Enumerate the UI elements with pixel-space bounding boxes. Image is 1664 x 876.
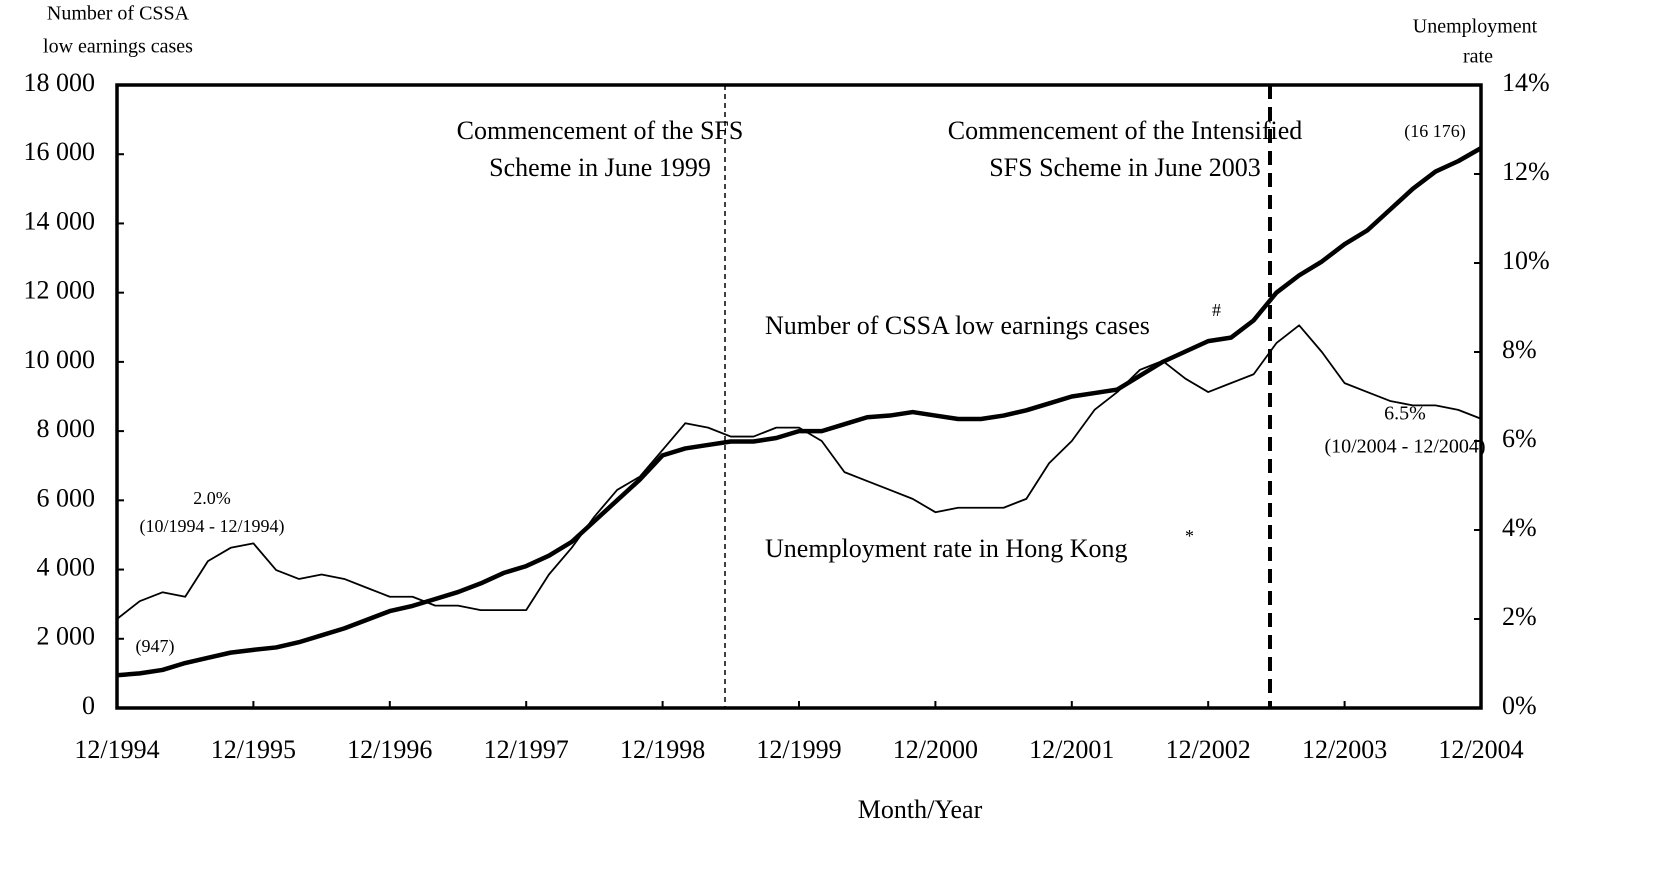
annotation: SFS Scheme in June 2003 (989, 153, 1261, 182)
y2-tick-label: 12% (1502, 157, 1550, 186)
annotation: (10/2004 - 12/2004) (1324, 436, 1485, 458)
y-tick-label: 18 000 (24, 68, 96, 97)
annotation: Number of CSSA low earnings cases (765, 311, 1150, 340)
value-label: 6.5% (1384, 403, 1426, 425)
y2-tick-label: 8% (1502, 335, 1537, 364)
y-tick-label: 10 000 (24, 345, 96, 374)
y-tick-label: 2 000 (37, 622, 96, 651)
y-tick-label: 14 000 (24, 206, 96, 235)
series-line (116, 146, 1483, 678)
annotation: Unemployment rate in Hong Kong (765, 534, 1128, 563)
y-axis-title: low earnings cases (43, 36, 193, 58)
x-tick-label: 12/2000 (893, 735, 978, 764)
y-tick-label: 4 000 (37, 553, 96, 582)
y-tick-label: 8 000 (37, 414, 96, 443)
value-label: (16 176) (1404, 121, 1466, 142)
y2-axis-title: rate (1463, 46, 1493, 68)
annotation: # (1212, 300, 1221, 320)
x-tick-label: 12/2001 (1029, 735, 1114, 764)
y2-tick-label: 14% (1502, 68, 1550, 97)
annotation: * (1185, 526, 1194, 546)
x-axis-title: Month/Year (858, 795, 983, 824)
y2-tick-label: 6% (1502, 424, 1537, 453)
x-tick-label: 12/2002 (1166, 735, 1251, 764)
y-tick-label: 16 000 (24, 137, 96, 166)
x-tick-label: 12/2003 (1302, 735, 1387, 764)
x-tick-label: 12/1998 (620, 735, 705, 764)
series-line (116, 324, 1482, 620)
value-label: 2.0% (193, 488, 231, 508)
y-tick-label: 6 000 (37, 483, 96, 512)
annotation: Commencement of the SFS (457, 116, 744, 145)
x-tick-label: 12/1994 (74, 735, 159, 764)
y2-axis-title: Unemployment (1413, 16, 1538, 38)
y2-tick-label: 2% (1502, 602, 1537, 631)
y-tick-label: 0 (82, 691, 95, 720)
y2-tick-label: 10% (1502, 246, 1550, 275)
y-axis-title: Number of CSSA (47, 3, 190, 25)
x-tick-label: 12/1997 (484, 735, 569, 764)
x-tick-label: 12/1995 (211, 735, 296, 764)
y-tick-label: 12 000 (24, 276, 96, 305)
value-label: (947) (136, 636, 175, 657)
annotation: (10/1994 - 12/1994) (140, 516, 285, 537)
annotation: Scheme in June 1999 (489, 153, 711, 182)
x-tick-label: 12/1996 (347, 735, 432, 764)
y2-tick-label: 4% (1502, 513, 1537, 542)
annotation: Commencement of the Intensified (948, 116, 1303, 145)
x-tick-label: 12/2004 (1438, 735, 1523, 764)
y2-tick-label: 0% (1502, 691, 1537, 720)
plot-frame (115, 83, 1483, 710)
x-tick-label: 12/1999 (756, 735, 841, 764)
